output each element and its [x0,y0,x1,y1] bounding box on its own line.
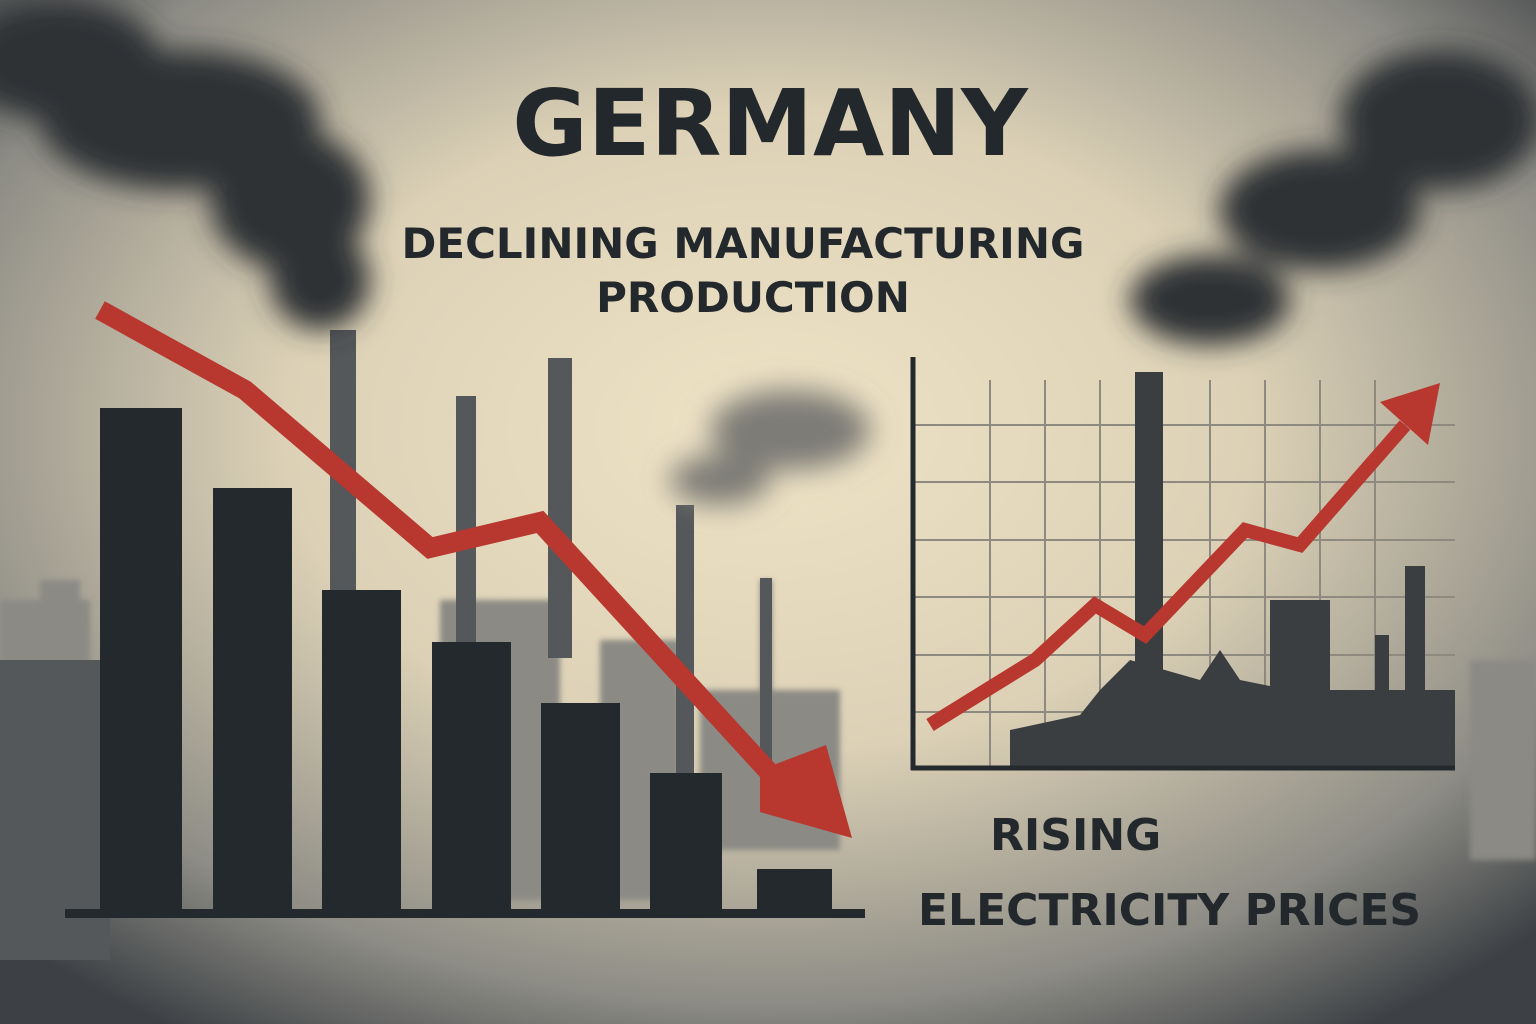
up-arrow [926,383,1440,731]
caption-line: ELECTRICITY PRICES [918,885,1421,936]
smoke-light [670,390,870,505]
down-arrow [95,301,852,838]
smoke [0,0,1536,345]
subtitle-line: PRODUCTION [596,273,910,322]
axes [910,357,1455,771]
title: GERMANY [512,70,1029,177]
subtitle-line: DECLINING MANUFACTURING [402,219,1085,268]
baseline [65,909,865,918]
caption-line: RISING [990,810,1161,861]
factory-right [1010,372,1455,768]
bars [100,408,832,913]
